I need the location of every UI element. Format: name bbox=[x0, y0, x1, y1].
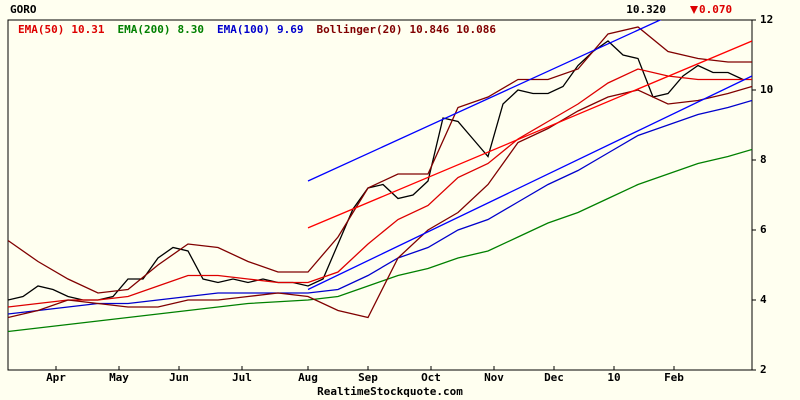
x-tick-label: Apr bbox=[46, 371, 66, 384]
legend-value: 10.086 bbox=[456, 23, 496, 36]
legend-name: Bollinger(20) bbox=[316, 23, 402, 36]
series-line bbox=[8, 99, 752, 315]
x-tick-label: Feb bbox=[664, 371, 684, 384]
trend-line bbox=[307, 75, 752, 291]
footer: RealtimeStockquote.com bbox=[317, 385, 463, 398]
symbol: GORO bbox=[10, 3, 37, 16]
last-price: 10.320 bbox=[626, 3, 666, 16]
legend-entry: Bollinger(20) 10.846 10.086 bbox=[316, 23, 496, 36]
x-tick-label: Sep bbox=[358, 371, 378, 384]
y-tick-label: 10 bbox=[760, 83, 773, 96]
series-line bbox=[8, 148, 752, 333]
x-tick-label: Dec bbox=[544, 371, 564, 384]
series-line bbox=[8, 26, 752, 294]
series-line bbox=[8, 68, 752, 308]
legend: EMA(50) 10.31 EMA(200) 8.30 EMA(100) 9.69 Boll… bbox=[18, 23, 496, 36]
legend-name: EMA(50) bbox=[18, 23, 64, 36]
x-tick-label: May bbox=[109, 371, 129, 384]
legend-entry: EMA(200) 8.30 bbox=[117, 23, 203, 36]
legend-value: 10.31 bbox=[71, 23, 104, 36]
x-tick-label: Jul bbox=[232, 371, 252, 384]
legend-name: EMA(100) bbox=[217, 23, 270, 36]
trend-line bbox=[307, 40, 752, 229]
change: 0.070 bbox=[699, 3, 732, 16]
x-tick-label: 10 bbox=[607, 371, 620, 384]
y-tick-label: 8 bbox=[760, 153, 767, 166]
x-tick-label: Oct bbox=[421, 371, 441, 384]
y-tick-label: 12 bbox=[760, 13, 773, 26]
y-tick-label: 4 bbox=[760, 293, 767, 306]
legend-entry: EMA(100) 9.69 bbox=[217, 23, 303, 36]
legend-name: EMA(200) bbox=[117, 23, 170, 36]
x-tick-label: Nov bbox=[484, 371, 504, 384]
y-tick-label: 6 bbox=[760, 223, 767, 236]
series-line bbox=[8, 40, 744, 301]
legend-value: 8.30 bbox=[177, 23, 204, 36]
down-arrow bbox=[690, 6, 698, 14]
plot-lines bbox=[8, 20, 752, 333]
legend-value: 10.846 bbox=[410, 23, 450, 36]
x-tick-label: Aug bbox=[298, 371, 318, 384]
legend-entry: EMA(50) 10.31 bbox=[18, 23, 105, 36]
legend-value: 9.69 bbox=[277, 23, 304, 36]
y-tick-label: 2 bbox=[760, 363, 767, 376]
trend-line bbox=[307, 20, 662, 182]
x-tick-label: Jun bbox=[169, 371, 189, 384]
plot-frame bbox=[7, 19, 753, 371]
